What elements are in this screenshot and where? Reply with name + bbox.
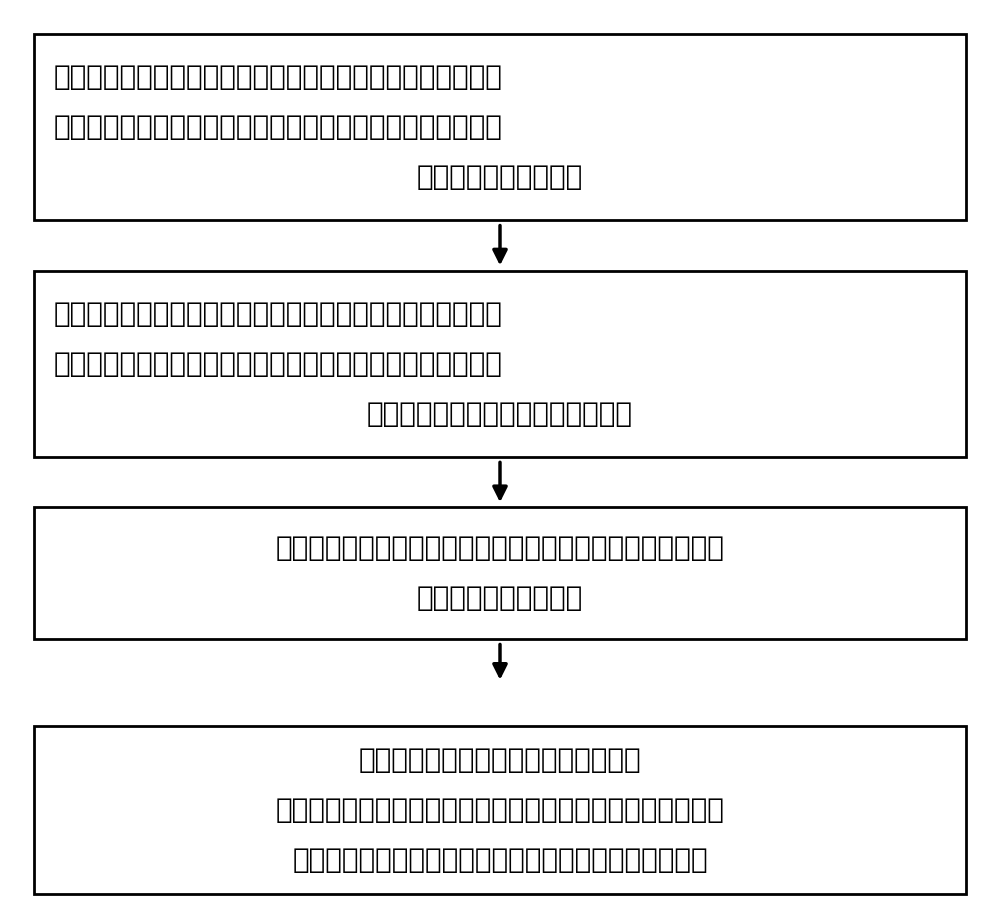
Text: 速分配功率，采用迭代计算的方式，确定双馈异步发电机电磁: 速分配功率，采用迭代计算的方式，确定双馈异步发电机电磁 bbox=[54, 113, 503, 142]
Text: 采用换流器平均值模型的运行模式，根据确定的双馈异步发电: 采用换流器平均值模型的运行模式，根据确定的双馈异步发电 bbox=[54, 300, 503, 328]
Text: 仿真计算结果中双馈风电机组输入电网: 仿真计算结果中双馈风电机组输入电网 bbox=[359, 746, 641, 774]
Text: 机电磁暂态仿真模型的初始值、磁链方程及异步机稳态电路，: 机电磁暂态仿真模型的初始值、磁链方程及异步机稳态电路， bbox=[54, 350, 503, 378]
Text: 于预设阈值，切换到换流器详细模型模式，结束启动过程: 于预设阈值，切换到换流器详细模型模式，结束启动过程 bbox=[292, 846, 708, 874]
Text: 确定双馈风电机组仿真计算的初始值: 确定双馈风电机组仿真计算的初始值 bbox=[367, 400, 633, 428]
FancyBboxPatch shape bbox=[34, 507, 966, 640]
FancyBboxPatch shape bbox=[34, 726, 966, 894]
Text: 暂态仿真模型的初始值: 暂态仿真模型的初始值 bbox=[417, 164, 583, 191]
FancyBboxPatch shape bbox=[34, 34, 966, 221]
Text: 根据双馈风电机组的潮流结果，确定风机的初始转速，根据转: 根据双馈风电机组的潮流结果，确定风机的初始转速，根据转 bbox=[54, 63, 503, 91]
FancyBboxPatch shape bbox=[34, 270, 966, 458]
Text: ，并获取仿真计算结果: ，并获取仿真计算结果 bbox=[417, 584, 583, 612]
Text: 以仿真计算的初始值，执行一个仿真时步的电磁暂态仿真计算: 以仿真计算的初始值，执行一个仿真时步的电磁暂态仿真计算 bbox=[276, 534, 724, 562]
Text: 的有功功率与潮流结果的有功功率比对，获取差值，若差值小: 的有功功率与潮流结果的有功功率比对，获取差值，若差值小 bbox=[276, 796, 724, 824]
